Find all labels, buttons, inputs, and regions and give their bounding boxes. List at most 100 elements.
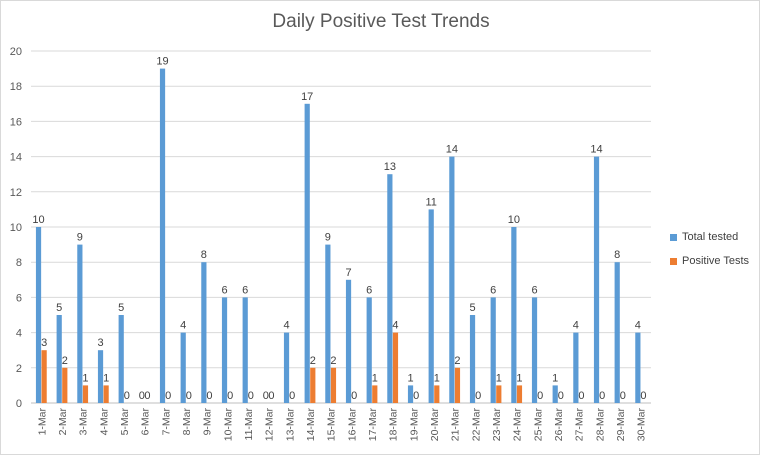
bar-total-tested — [449, 156, 455, 403]
data-label-total-tested: 6 — [366, 284, 372, 296]
data-label-positive-tests: 0 — [165, 390, 171, 402]
bar-positive-tests — [454, 367, 461, 403]
data-label-positive-tests: 0 — [475, 390, 481, 402]
x-tick-label: 14-Mar — [305, 408, 317, 442]
data-label-total-tested: 11 — [425, 196, 436, 208]
data-label-positive-tests: 1 — [82, 372, 88, 384]
bar-positive-tests — [496, 385, 502, 403]
data-label-total-tested: 7 — [345, 267, 351, 279]
bar-total-tested — [614, 262, 620, 403]
data-label-total-tested: 14 — [446, 144, 458, 156]
bar-total-tested — [118, 315, 124, 403]
y-tick-label: 16 — [10, 116, 22, 128]
bar-positive-tests — [434, 385, 440, 403]
data-label-positive-tests: 0 — [413, 390, 419, 402]
data-label-total-tested: 1 — [552, 372, 558, 384]
y-tick-label: 2 — [16, 363, 22, 375]
x-tick-label: 19-Mar — [408, 408, 420, 442]
data-label-total-tested: 8 — [201, 249, 207, 261]
x-tick-label: 16-Mar — [346, 408, 358, 442]
data-label-positive-tests: 1 — [516, 372, 522, 384]
x-tick-label: 8-Mar — [181, 407, 193, 435]
bar-positive-tests — [330, 367, 337, 403]
data-label-total-tested: 4 — [573, 320, 579, 332]
data-label-positive-tests: 1 — [103, 372, 109, 384]
data-label-total-tested: 4 — [180, 320, 186, 332]
bar-total-tested — [593, 156, 600, 403]
x-tick-label: 1-Mar — [36, 407, 48, 435]
data-label-total-tested: 0 — [263, 390, 269, 402]
data-label-positive-tests: 4 — [392, 320, 398, 332]
bar-total-tested — [35, 227, 42, 403]
chart-legend: Total tested Positive Tests — [670, 225, 749, 273]
data-label-positive-tests: 1 — [434, 372, 440, 384]
x-tick-label: 15-Mar — [326, 408, 338, 442]
x-tick-label: 21-Mar — [450, 408, 462, 442]
y-tick-label: 6 — [16, 292, 22, 304]
data-label-positive-tests: 0 — [289, 390, 295, 402]
bar-total-tested — [635, 332, 641, 403]
data-label-positive-tests: 0 — [537, 390, 543, 402]
x-tick-label: 7-Mar — [160, 407, 172, 435]
x-tick-label: 29-Mar — [615, 408, 627, 442]
bar-total-tested — [387, 174, 393, 403]
x-tick-label: 23-Mar — [491, 408, 503, 442]
data-label-total-tested: 14 — [590, 144, 602, 156]
x-tick-label: 22-Mar — [470, 408, 482, 442]
bar-total-tested — [428, 209, 434, 403]
x-tick-label: 13-Mar — [284, 408, 296, 442]
legend-label-positive-tests: Positive Tests — [682, 255, 750, 267]
data-label-total-tested: 4 — [635, 320, 641, 332]
data-label-positive-tests: 2 — [330, 355, 336, 367]
data-label-total-tested: 6 — [490, 284, 496, 296]
bar-total-tested — [531, 297, 538, 403]
y-tick-label: 4 — [16, 328, 22, 340]
data-label-positive-tests: 1 — [496, 372, 502, 384]
data-label-positive-tests: 2 — [310, 355, 316, 367]
bar-total-tested — [345, 279, 352, 403]
y-tick-label: 20 — [10, 46, 22, 58]
y-tick-label: 8 — [16, 257, 22, 269]
bar-total-tested — [221, 297, 228, 403]
x-tick-label: 30-Mar — [636, 408, 648, 442]
data-label-positive-tests: 0 — [558, 390, 564, 402]
bar-total-tested — [77, 244, 83, 403]
data-label-total-tested: 9 — [325, 232, 331, 244]
data-label-positive-tests: 0 — [620, 390, 626, 402]
y-tick-label: 12 — [10, 187, 22, 199]
data-label-positive-tests: 1 — [372, 372, 378, 384]
data-label-positive-tests: 0 — [144, 390, 150, 402]
data-label-positive-tests: 0 — [268, 390, 274, 402]
bar-positive-tests — [392, 332, 399, 403]
bar-positive-tests — [372, 385, 378, 403]
bar-positive-tests — [103, 385, 109, 403]
data-label-total-tested: 1 — [407, 372, 413, 384]
y-tick-label: 0 — [16, 398, 22, 410]
data-label-total-tested: 8 — [614, 249, 620, 261]
x-tick-label: 4-Mar — [98, 407, 110, 435]
data-label-total-tested: 17 — [301, 91, 313, 103]
legend-label-total-tested: Total tested — [682, 231, 739, 243]
data-label-positive-tests: 0 — [248, 390, 254, 402]
bar-total-tested — [511, 227, 517, 403]
bar-total-tested — [201, 262, 207, 403]
bar-total-tested — [180, 332, 186, 403]
data-label-total-tested: 10 — [32, 214, 44, 226]
data-label-total-tested: 0 — [139, 390, 145, 402]
bar-positive-tests — [82, 385, 89, 403]
data-label-positive-tests: 0 — [640, 390, 646, 402]
bar-total-tested — [159, 68, 166, 403]
x-tick-label: 9-Mar — [202, 407, 214, 435]
bar-total-tested — [552, 385, 558, 403]
data-label-positive-tests: 3 — [41, 337, 47, 349]
x-tick-label: 10-Mar — [222, 408, 234, 442]
y-tick-label: 10 — [10, 222, 22, 234]
legend-item-positive-tests: Positive Tests — [670, 249, 749, 273]
data-label-total-tested: 6 — [531, 284, 537, 296]
data-label-positive-tests: 2 — [454, 355, 460, 367]
x-tick-label: 3-Mar — [78, 407, 90, 435]
data-label-positive-tests: 2 — [62, 355, 68, 367]
data-label-positive-tests: 0 — [351, 390, 357, 402]
data-label-total-tested: 6 — [242, 284, 248, 296]
x-tick-label: 2-Mar — [57, 407, 69, 435]
